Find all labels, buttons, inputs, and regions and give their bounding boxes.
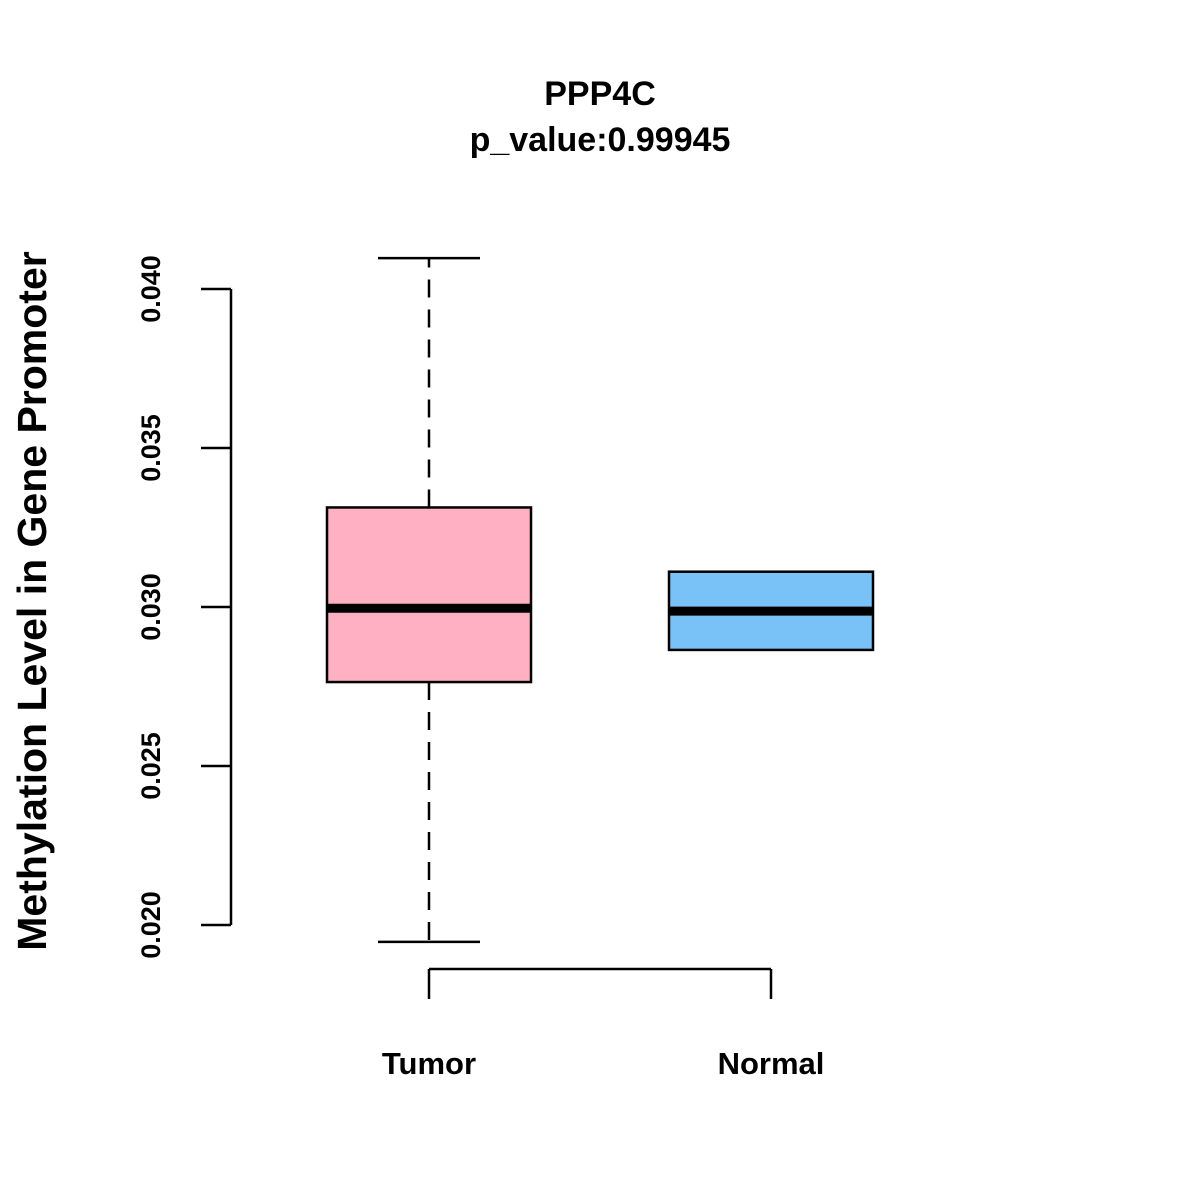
chart-subtitle: p_value:0.99945 [470,121,731,159]
y-tick-label: 0.035 [136,414,166,482]
chart-title: PPP4C [544,75,656,113]
x-axis: Tumor Normal [382,967,825,1081]
box-iqr [325,506,533,684]
y-tick-label: 0.040 [136,255,166,323]
x-tick-label: Normal [718,1046,825,1081]
y-axis-label: Methylation Level in Gene Promoter [9,251,55,950]
box-group-tumor [325,256,533,944]
boxes [325,256,875,944]
y-tick-label: 0.030 [136,573,166,641]
x-tick-label: Tumor [382,1046,476,1081]
box-group-normal [667,570,875,652]
y-tick-label: 0.025 [136,732,166,800]
y-axis: 0.020 0.025 0.030 0.035 0.040 [136,255,233,959]
y-tick-label: 0.020 [136,891,166,959]
